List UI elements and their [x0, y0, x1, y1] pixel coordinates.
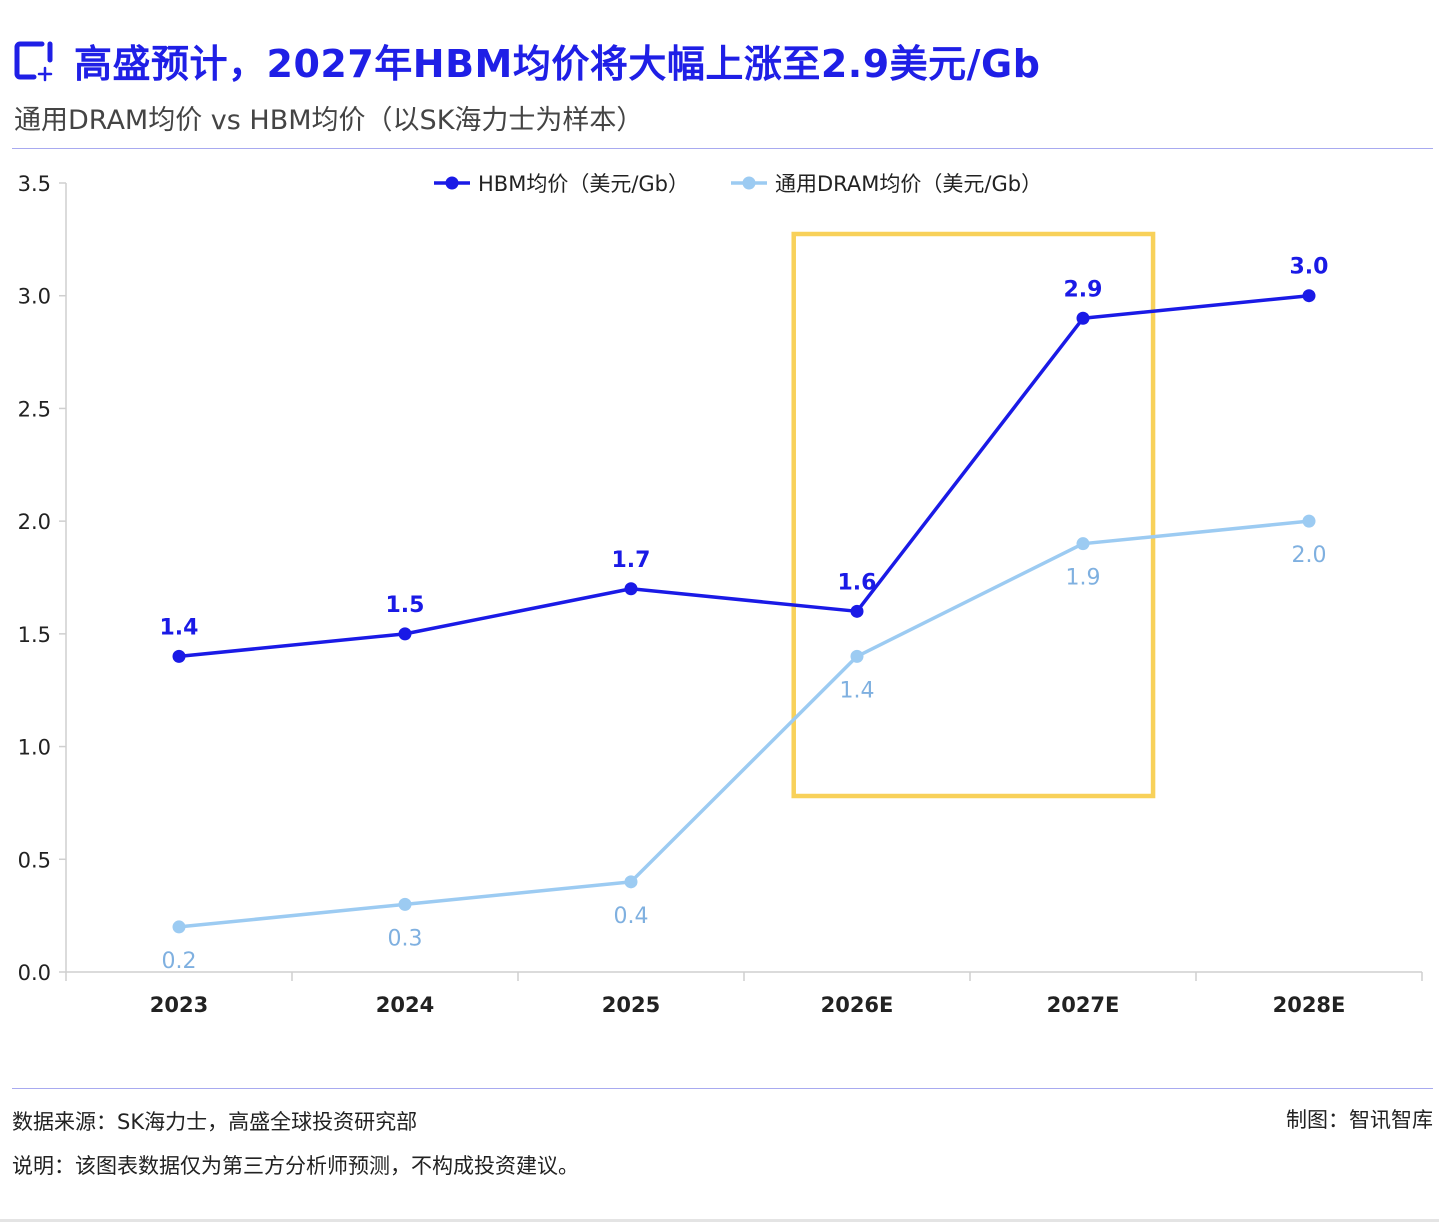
dram-data-point [398, 897, 412, 911]
hbm-series-line [178, 293, 1310, 659]
title-row: 高盛预计，2027年HBM均价将大幅上涨至2.9美元/Gb [12, 30, 1433, 90]
hbm-data-point [850, 604, 864, 618]
y-tick-label: 3.0 [18, 285, 51, 309]
page-subtitle: 通用DRAM均价 vs HBM均价（以SK海力士为样本） [14, 105, 644, 136]
hbm-data-point [1302, 289, 1316, 303]
hbm-data-point [398, 627, 412, 641]
disclaimer-note: 说明：该图表数据仅为第三方分析师预测，不构成投资建议。 [12, 1154, 579, 1178]
header-divider [12, 148, 1433, 149]
hbm-data-label: 1.5 [386, 593, 425, 618]
x-tick-label: 2026E [821, 993, 894, 1017]
hbm-data-label: 2.9 [1064, 277, 1103, 302]
dram-data-point [1302, 514, 1316, 528]
footer-divider [12, 1088, 1433, 1089]
chart-plus-icon [14, 41, 53, 82]
hbm-legend-label: HBM均价（美元/Gb） [478, 172, 689, 196]
y-tick-label: 1.0 [18, 736, 51, 760]
y-tick-label: 1.5 [18, 623, 51, 647]
dram-series-line [178, 519, 1310, 929]
hbm-legend-marker [445, 176, 459, 190]
y-tick-label: 2.5 [18, 397, 51, 421]
line-chart: 0.0 0.5 1.0 1.5 2.0 2.5 3.0 3.5 2023 2024 2025 2026… [18, 172, 1423, 1017]
dram-data-label: 2.0 [1292, 543, 1327, 568]
chart-credit: 制图：智讯智库 [1286, 1108, 1433, 1132]
x-tick-label: 2027E [1047, 993, 1120, 1017]
dram-legend-marker [742, 176, 756, 190]
dram-data-point [172, 920, 186, 934]
x-tick-label: 2024 [376, 993, 434, 1017]
dram-data-point [1076, 537, 1090, 551]
dram-legend-label: 通用DRAM均价（美元/Gb） [775, 172, 1042, 196]
hbm-data-label: 1.7 [612, 548, 651, 573]
header: 高盛预计，2027年HBM均价将大幅上涨至2.9美元/Gb [12, 30, 1433, 90]
hbm-data-point [172, 649, 186, 663]
y-tick-label: 3.5 [18, 172, 51, 196]
y-tick-label: 0.5 [18, 848, 51, 872]
bottom-border [0, 1219, 1439, 1222]
page-title: 高盛预计，2027年HBM均价将大幅上涨至2.9美元/Gb [74, 41, 1041, 86]
y-tick-label: 2.0 [18, 510, 51, 534]
dram-data-label: 1.9 [1066, 566, 1101, 591]
x-tick-label: 2023 [150, 993, 208, 1017]
hbm-data-label: 3.0 [1290, 255, 1329, 280]
dram-data-label: 0.2 [162, 949, 197, 974]
x-tick-label: 2025 [602, 993, 660, 1017]
dram-data-label: 1.4 [840, 678, 875, 703]
dram-data-label: 0.4 [614, 904, 649, 929]
dram-data-label: 0.3 [388, 926, 423, 951]
hbm-data-point [624, 582, 638, 596]
x-tick-label: 2028E [1273, 993, 1346, 1017]
dram-data-point [850, 649, 864, 663]
dram-data-point [624, 875, 638, 889]
hbm-data-point [1076, 311, 1090, 325]
highlight-box [791, 231, 1156, 799]
hbm-data-label: 1.6 [838, 570, 877, 595]
data-source: 数据来源：SK海力士，高盛全球投资研究部 [12, 1110, 418, 1134]
hbm-data-label: 1.4 [160, 615, 199, 640]
y-tick-label: 0.0 [18, 961, 51, 985]
